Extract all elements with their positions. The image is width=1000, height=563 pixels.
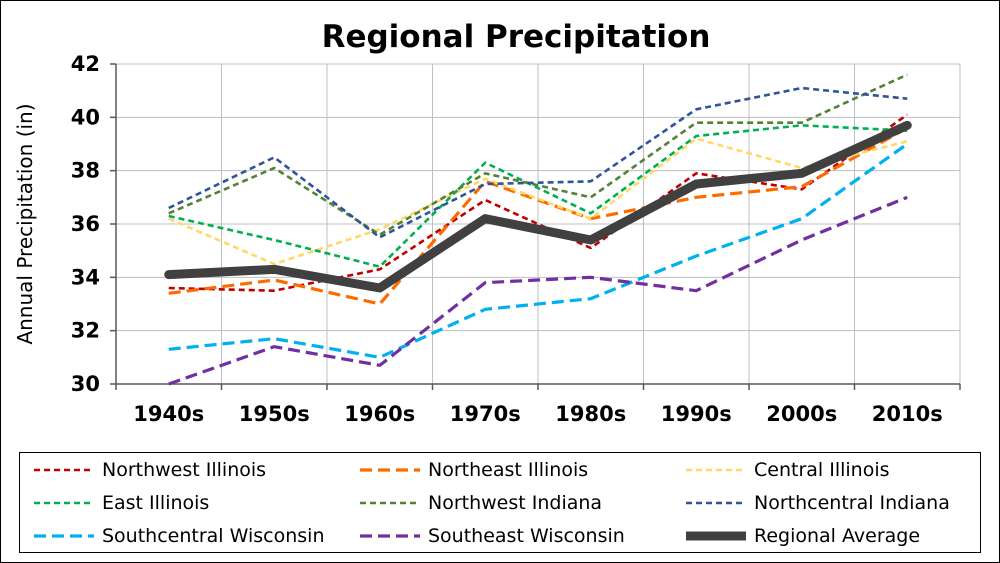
- legend-item: Northwest Illinois: [32, 456, 266, 484]
- y-tick-label: 30: [71, 372, 100, 396]
- legend-swatch: [686, 501, 746, 505]
- x-tick-label: 2000s: [766, 402, 837, 426]
- legend-item: Northwest Indiana: [358, 489, 602, 517]
- x-tick-label: 1940s: [133, 402, 204, 426]
- series-line-northeast-illinois: [168, 126, 909, 306]
- tick-labels: 30 32 34 36 38 40 42 1940s 1950s 1960s 1970s 1980s 1…: [71, 52, 943, 426]
- legend-swatch: [360, 501, 420, 505]
- y-tick-label: 34: [71, 265, 100, 289]
- y-tick-label: 32: [71, 319, 100, 343]
- series-line-northwest-illinois: [168, 113, 909, 292]
- legend-label: Northeast Illinois: [428, 459, 589, 481]
- series-line-east-illinois: [168, 124, 908, 268]
- legend-label: Northwest Illinois: [102, 459, 267, 481]
- legend-swatch: [34, 468, 94, 472]
- series-line-northcentral-indiana: [168, 86, 908, 239]
- series-line-northwest-indiana: [168, 73, 908, 236]
- legend-item: Central Illinois: [684, 456, 890, 484]
- series-line-central-illinois: [168, 137, 908, 266]
- y-tick-label: 38: [71, 159, 100, 183]
- series-line-southeast-wisconsin: [168, 195, 908, 386]
- chart-title: Regional Precipitation: [322, 19, 711, 55]
- x-tick-label: 1990s: [661, 402, 732, 426]
- legend-label: Southeast Wisconsin: [428, 525, 625, 547]
- series-line-regional-average: [164, 120, 912, 293]
- legend-item: Northcentral Indiana: [684, 489, 950, 517]
- legend-swatch: [360, 534, 420, 538]
- legend-label: East Illinois: [102, 492, 210, 514]
- legend-item: Southeast Wisconsin: [358, 522, 625, 550]
- legend-label: Regional Average: [754, 525, 921, 547]
- series-line-southcentral-wisconsin: [168, 142, 909, 359]
- x-tick-label: 2010s: [872, 402, 943, 426]
- legend-item: Northeast Illinois: [358, 456, 588, 484]
- legend-item: Regional Average: [684, 522, 920, 550]
- legend: Northwest Illinois Northeast Illinois Cent…: [19, 452, 981, 553]
- legend-swatch: [686, 531, 746, 541]
- legend-swatch: [34, 501, 94, 505]
- y-axis-label: Annual Precipitation (in): [13, 103, 37, 344]
- legend-swatch: [34, 534, 94, 538]
- legend-swatch: [360, 468, 420, 472]
- y-tick-label: 40: [71, 105, 100, 129]
- legend-item: East Illinois: [32, 489, 209, 517]
- gridlines: [115, 63, 961, 384]
- series-lines: [164, 73, 912, 386]
- x-tick-label: 1980s: [555, 402, 626, 426]
- legend-swatch: [686, 468, 746, 472]
- x-tick-label: 1960s: [344, 402, 415, 426]
- y-tick-label: 42: [71, 52, 100, 76]
- legend-label: Northcentral Indiana: [754, 492, 950, 514]
- y-tick-label: 36: [71, 212, 100, 236]
- legend-label: Central Illinois: [754, 459, 890, 481]
- legend-item: Southcentral Wisconsin: [32, 522, 325, 550]
- axes: [110, 63, 961, 390]
- legend-label: Southcentral Wisconsin: [102, 525, 325, 547]
- x-tick-label: 1950s: [239, 402, 310, 426]
- legend-label: Northwest Indiana: [428, 492, 603, 514]
- x-tick-label: 1970s: [450, 402, 521, 426]
